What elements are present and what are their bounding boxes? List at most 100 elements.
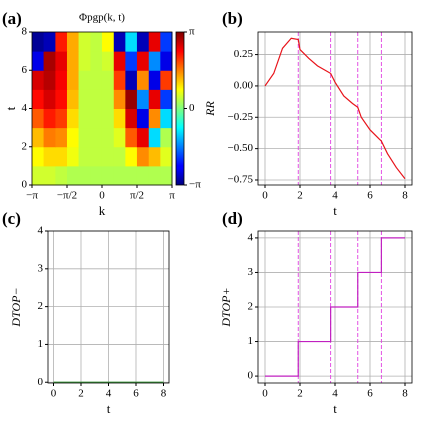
heatmap-cell [31, 127, 45, 148]
x-tick-label: 8 [161, 388, 167, 400]
colorbar-tick-label: −π [189, 179, 201, 191]
y-tick-label: 0.25 [234, 48, 254, 60]
heatmap-cell [136, 108, 150, 129]
heatmap-cell [78, 127, 91, 148]
y-tick-label: 2 [22, 140, 28, 152]
heatmap-cell [148, 146, 161, 167]
x-tick-label: 0 [51, 388, 57, 400]
heatmap-cell [66, 89, 80, 109]
heatmap-cell [78, 165, 91, 186]
heatmap-cell [90, 70, 103, 90]
heatmap-cell [43, 89, 56, 109]
heatmap-cell [113, 146, 126, 167]
heatmap-cell [101, 146, 115, 167]
colorbar-tick-label: 0 [189, 102, 195, 114]
heatmap-cell [125, 70, 138, 90]
x-tick-label: 4 [106, 388, 112, 400]
heatmap-cell [160, 108, 173, 129]
y-axis-label: DTOP− [9, 287, 23, 327]
heatmap-cell [125, 89, 138, 109]
heatmap-cell [113, 51, 126, 71]
heatmap-cell [31, 108, 45, 129]
heatmap-cell [90, 89, 103, 109]
heatmap-cell [160, 32, 173, 52]
heatmap-cell [136, 89, 150, 109]
x-tick-label: 0 [262, 388, 268, 400]
x-tick-label: −π/2 [57, 190, 77, 202]
y-tick-label: 3 [38, 262, 44, 274]
heatmap-cell [78, 146, 91, 167]
heatmap-cell [90, 51, 103, 71]
x-tick-label: 2 [78, 388, 84, 400]
panel-label: (c) [2, 209, 21, 228]
x-tick-label: 4 [332, 190, 338, 202]
heatmap-cell [101, 51, 115, 71]
heatmap-cell [43, 127, 56, 148]
heatmap-cell [55, 108, 68, 129]
y-tick-label: −0.25 [228, 111, 254, 123]
heatmap-cell [55, 32, 68, 52]
y-tick-label: 6 [22, 64, 28, 76]
heatmap-cell [55, 51, 68, 71]
x-tick-label: 2 [297, 190, 303, 202]
heatmap-cell [113, 70, 126, 90]
data-line [264, 37, 406, 180]
heatmap-cell [101, 70, 115, 90]
heatmap-cell [31, 89, 45, 109]
heatmap-cell [160, 165, 173, 186]
x-tick-label: 8 [402, 388, 408, 400]
y-tick-label: 1 [248, 335, 254, 347]
heatmap-cell [55, 70, 68, 90]
heatmap-cell [125, 127, 138, 148]
y-axis-label: t [3, 106, 18, 110]
x-tick-label: 2 [297, 388, 303, 400]
heatmap-cell [148, 51, 161, 71]
heatmap-cell [31, 70, 45, 90]
y-tick-label: 0.00 [234, 79, 254, 91]
heatmap-cell [148, 70, 161, 90]
heatmap-cell [136, 127, 150, 148]
x-tick-label: π [169, 190, 175, 202]
heatmap-cell [78, 51, 91, 71]
heatmap-cell [125, 165, 138, 186]
heatmap-cell [43, 70, 56, 90]
y-axis-label: DTOP+ [219, 287, 233, 327]
heatmap-cell [66, 146, 80, 167]
y-tick-label: 2 [248, 301, 254, 313]
chart-title: Φpgp(k, t) [79, 12, 125, 24]
heatmap-cell [66, 165, 80, 186]
y-tick-label: 0 [22, 179, 28, 191]
x-axis-label: t [333, 401, 337, 416]
x-axis-label: t [107, 401, 111, 416]
heatmap-cell [78, 108, 91, 129]
y-tick-label: −0.75 [228, 174, 254, 186]
panel-label: (d) [222, 209, 243, 228]
colorbar [175, 31, 185, 186]
heatmap-cell [55, 89, 68, 109]
heatmap-cell [148, 127, 161, 148]
y-tick-label: 4 [22, 102, 28, 114]
heatmap-cell [160, 127, 173, 148]
heatmap-cell [101, 89, 115, 109]
heatmap-cell [101, 32, 115, 52]
heatmap-cell [113, 32, 126, 52]
x-tick-label: −π [26, 190, 38, 202]
heatmap-cell [43, 165, 56, 186]
heatmap-cell [136, 165, 150, 186]
y-tick-label: −0.50 [228, 142, 254, 154]
heatmap-cell [43, 146, 56, 167]
heatmap-cell [136, 146, 150, 167]
heatmap-cell [78, 89, 91, 109]
heatmap-cell [31, 51, 45, 71]
y-axis-label: RR [203, 101, 217, 117]
heatmap-cell [31, 32, 45, 52]
heatmap-cell [66, 108, 80, 129]
heatmap-cell [125, 108, 138, 129]
heatmap-cell [43, 32, 56, 52]
heatmap-cell [136, 32, 150, 52]
heatmap-cell [113, 89, 126, 109]
heatmap-cell [90, 146, 103, 167]
heatmap-cell [160, 51, 173, 71]
